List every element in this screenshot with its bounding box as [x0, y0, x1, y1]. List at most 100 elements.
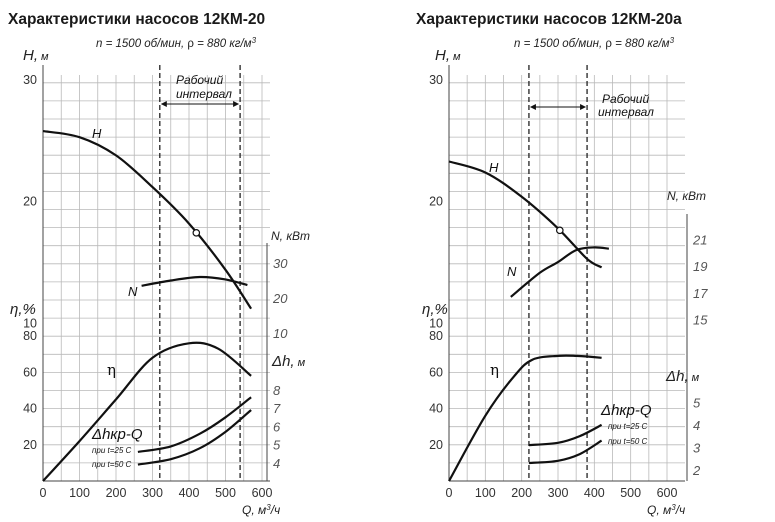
h-marker [192, 229, 201, 237]
dh-axis-label-part: Δh, [271, 353, 295, 370]
eta-tick-label: 80 [429, 329, 443, 343]
dh-tick-label: 3 [693, 440, 701, 455]
curve-h [42, 130, 253, 310]
working-interval-label-1: Рабочий [176, 73, 223, 87]
eta-tick-label: 80 [23, 329, 37, 343]
chart-subtitle-part: 3 [670, 36, 675, 45]
curve-dh-1 [137, 396, 252, 453]
chart-subtitle-part: 3 [252, 36, 257, 45]
x-tick-label: 0 [40, 486, 47, 500]
h-tick-label: 30 [23, 73, 37, 87]
curve-eta [448, 354, 602, 482]
chart-subtitle-part: ρ [605, 38, 612, 50]
x-tick-label: 200 [106, 486, 127, 500]
dh-tick-label: 5 [693, 395, 701, 410]
chart-subtitle-part: n = 1500 об/мин, [514, 38, 605, 50]
h-tick-label: 10 [23, 316, 37, 330]
x-tick-label: 0 [446, 486, 453, 500]
label-t50: при t=50 C [92, 460, 132, 469]
label-eta: η [107, 361, 116, 379]
x-tick-label: 500 [215, 486, 236, 500]
arrow-head-left [529, 104, 536, 110]
curve-h [448, 160, 603, 269]
chart-title: Характеристики насосов 12КМ-20а [416, 11, 682, 28]
x-tick-label: 200 [511, 486, 532, 500]
eta-axis-label: η,% [10, 301, 36, 318]
eta-tick-label: 20 [23, 438, 37, 452]
chart-title: Характеристики насосов 12КМ-20 [8, 11, 265, 28]
chart-subtitle-part: = 880 кг/м [612, 38, 670, 50]
x-tick-label: 100 [69, 486, 90, 500]
eta-axis-label: η,% [422, 301, 448, 318]
x-axis-label: Q, м3/ч [647, 503, 685, 517]
working-interval-label-2: интервал [176, 87, 232, 101]
h-axis-label-part: H, [23, 47, 38, 64]
h-tick-label: 20 [429, 195, 443, 209]
label-t25: при t=25 C [92, 446, 132, 455]
x-tick-label: 100 [475, 486, 496, 500]
h-marker [556, 226, 564, 235]
eta-tick-label: 20 [429, 438, 443, 452]
x-tick-label: 300 [142, 486, 163, 500]
gridlines [449, 75, 685, 482]
dh-tick-label: 4 [273, 456, 280, 471]
x-axis-label-part: /ч [270, 503, 281, 517]
arrow-head-right [580, 104, 587, 110]
dh-tick-label: 4 [693, 418, 700, 433]
h-axis-label: H, м [23, 47, 49, 64]
dh-axis-label-part: Δh, [665, 368, 689, 385]
h-axis-label-part: м [450, 51, 461, 63]
x-tick-label: 400 [179, 486, 200, 500]
x-axis-label-part: 3 [671, 503, 676, 512]
curve-dh-1 [528, 423, 603, 447]
n-tick-label: 17 [693, 286, 708, 301]
eta-tick-label: 40 [23, 402, 37, 416]
h-axis-label-part: H, [435, 47, 450, 64]
x-axis-label-part: /ч [675, 503, 686, 517]
chart-subtitle-part: = 880 кг/м [194, 38, 252, 50]
h-axis-label: H, м [435, 47, 461, 64]
x-tick-label: 300 [548, 486, 569, 500]
eta-tick-label: 60 [429, 365, 443, 379]
x-axis-label-part: Q, м [242, 503, 266, 517]
n-axis-label: N, кВт [667, 189, 706, 203]
label-eta: η [490, 361, 499, 379]
dh-tick-label: 7 [273, 401, 281, 416]
x-tick-label: 600 [657, 486, 678, 500]
arrow-head-left [160, 101, 167, 107]
working-interval-label-2: интервал [598, 105, 654, 119]
eta-tick-label: 60 [23, 365, 37, 379]
n-tick-label: 30 [273, 256, 288, 271]
curve-n [141, 275, 248, 287]
label-h: H [489, 160, 499, 175]
chart-panel-2: Характеристики насосов 12КМ-20а n = 1500 … [416, 11, 708, 517]
h-tick-label: 20 [23, 195, 37, 209]
x-tick-label: 500 [620, 486, 641, 500]
n-tick-label: 19 [693, 259, 707, 274]
arrow-head-right [233, 101, 240, 107]
dh-axis-label-part: м [689, 372, 700, 384]
label-n: N [507, 264, 517, 279]
n-tick-label: 21 [692, 232, 707, 247]
chart-panel-1: Характеристики насосов 12КМ-20 n = 1500 о… [8, 11, 310, 517]
chart-subtitle: n = 1500 об/мин, ρ = 880 кг/м3 [514, 36, 675, 50]
curve-dh-2 [528, 439, 603, 465]
x-axis-label: Q, м3/ч [242, 503, 280, 517]
h-tick-label: 10 [429, 316, 443, 330]
x-tick-label: 600 [252, 486, 273, 500]
dh-tick-label: 5 [273, 438, 281, 453]
n-tick-label: 20 [272, 291, 288, 306]
eta-tick-label: 40 [429, 402, 443, 416]
label-t50: при t=50 C [608, 437, 648, 446]
n-axis-label: N, кВт [271, 229, 310, 243]
chart-subtitle: n = 1500 об/мин, ρ = 880 кг/м3 [96, 36, 257, 50]
label-npsh: Δhкр-Q [91, 426, 143, 443]
curve-n [510, 246, 610, 298]
dh-axis-label: Δh, м [665, 368, 700, 385]
n-tick-label: 15 [693, 313, 708, 328]
curve-eta [42, 341, 252, 482]
label-n: N [128, 284, 138, 299]
dh-tick-label: 8 [273, 383, 281, 398]
curve-dh-2 [137, 409, 252, 466]
